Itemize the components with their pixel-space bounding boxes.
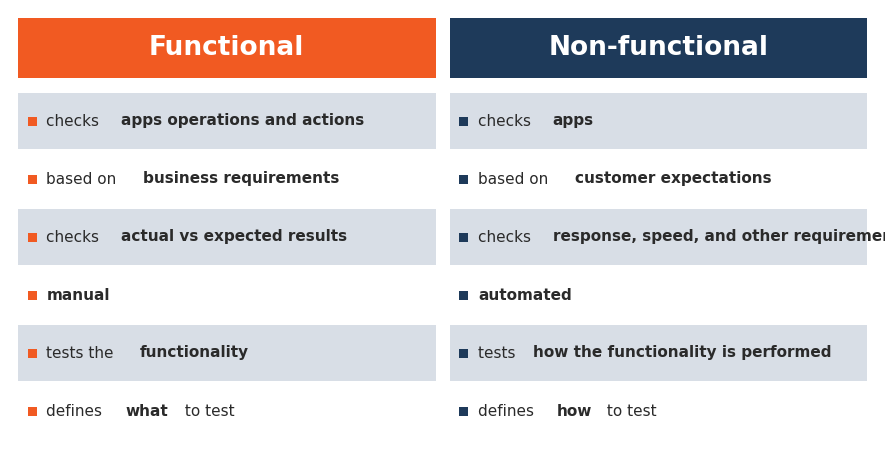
FancyBboxPatch shape (18, 151, 435, 207)
FancyBboxPatch shape (18, 93, 435, 149)
FancyBboxPatch shape (27, 174, 36, 184)
Text: manual: manual (47, 288, 110, 302)
Text: based on: based on (47, 171, 121, 186)
FancyBboxPatch shape (27, 349, 36, 358)
Text: functionality: functionality (140, 345, 249, 360)
Text: customer expectations: customer expectations (575, 171, 772, 186)
Text: what: what (125, 403, 168, 419)
FancyBboxPatch shape (450, 151, 867, 207)
FancyBboxPatch shape (459, 290, 468, 300)
FancyBboxPatch shape (450, 325, 867, 381)
Text: Non-functional: Non-functional (548, 35, 768, 61)
Text: tests: tests (478, 345, 520, 360)
Text: checks: checks (47, 114, 104, 129)
FancyBboxPatch shape (459, 116, 468, 125)
Text: checks: checks (478, 114, 536, 129)
Text: to test: to test (181, 403, 235, 419)
Text: how the functionality is performed: how the functionality is performed (533, 345, 831, 360)
Text: automated: automated (478, 288, 572, 302)
FancyBboxPatch shape (459, 349, 468, 358)
FancyBboxPatch shape (18, 383, 435, 439)
FancyBboxPatch shape (18, 18, 435, 78)
FancyBboxPatch shape (27, 233, 36, 241)
Text: Functional: Functional (149, 35, 304, 61)
Text: defines: defines (478, 403, 539, 419)
FancyBboxPatch shape (450, 18, 867, 78)
Text: actual vs expected results: actual vs expected results (121, 229, 347, 245)
FancyBboxPatch shape (18, 209, 435, 265)
FancyBboxPatch shape (18, 325, 435, 381)
FancyBboxPatch shape (450, 93, 867, 149)
FancyBboxPatch shape (18, 267, 435, 323)
Text: how: how (557, 403, 592, 419)
FancyBboxPatch shape (459, 407, 468, 415)
Text: response, speed, and other requirements: response, speed, and other requirements (552, 229, 885, 245)
FancyBboxPatch shape (450, 383, 867, 439)
Text: based on: based on (478, 171, 553, 186)
FancyBboxPatch shape (450, 209, 867, 265)
FancyBboxPatch shape (450, 267, 867, 323)
Text: apps: apps (552, 114, 594, 129)
Text: apps operations and actions: apps operations and actions (121, 114, 365, 129)
FancyBboxPatch shape (27, 116, 36, 125)
Text: tests the: tests the (47, 345, 119, 360)
FancyBboxPatch shape (27, 407, 36, 415)
Text: business requirements: business requirements (143, 171, 340, 186)
Text: defines: defines (47, 403, 107, 419)
FancyBboxPatch shape (459, 174, 468, 184)
Text: checks: checks (478, 229, 536, 245)
Text: to test: to test (602, 403, 657, 419)
FancyBboxPatch shape (27, 290, 36, 300)
Text: checks: checks (47, 229, 104, 245)
FancyBboxPatch shape (459, 233, 468, 241)
